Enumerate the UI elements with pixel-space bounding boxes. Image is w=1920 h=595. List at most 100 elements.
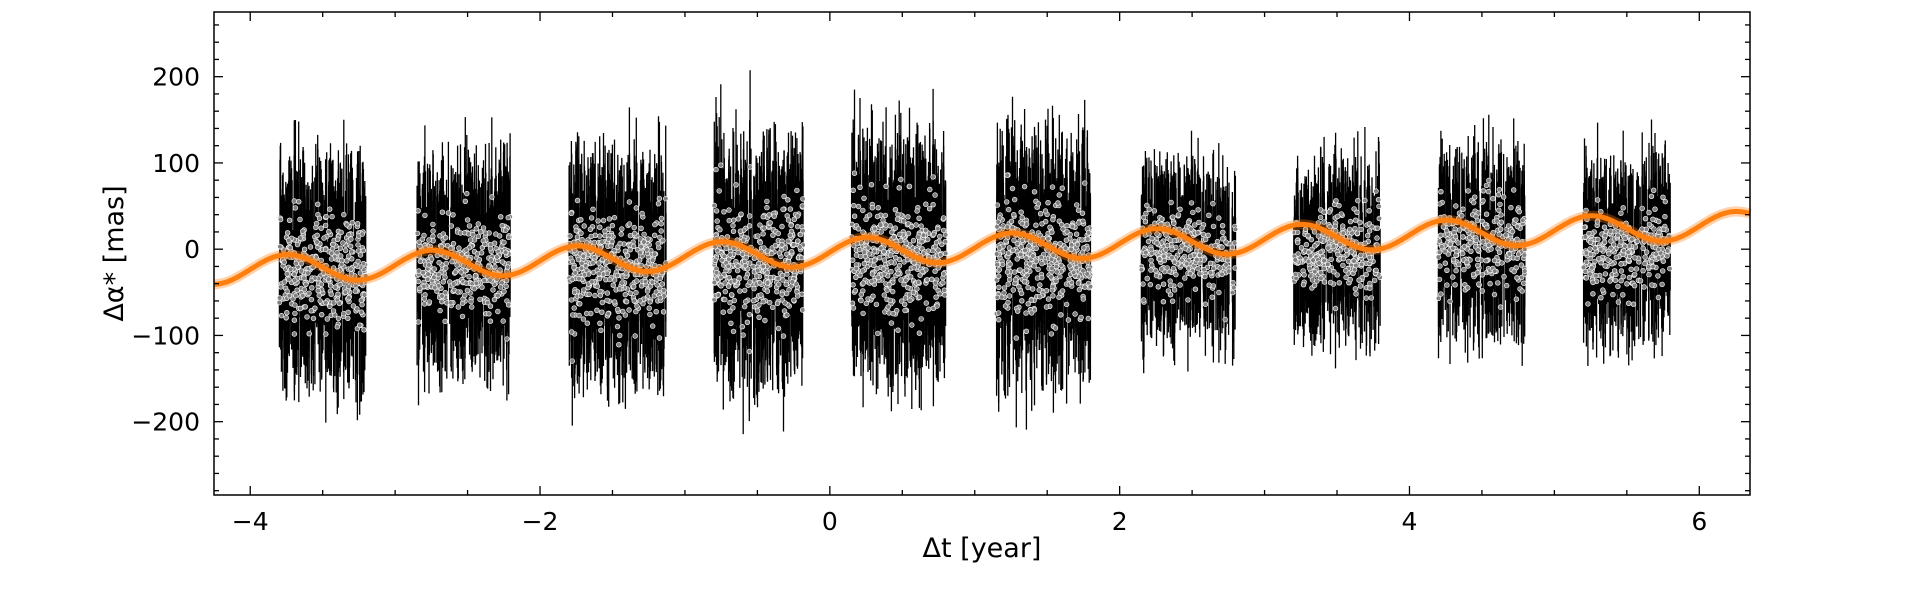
data-point — [309, 285, 315, 291]
data-point — [574, 234, 581, 240]
data-point — [490, 287, 496, 293]
data-point — [579, 236, 585, 243]
data-point — [883, 222, 889, 228]
data-point — [316, 292, 322, 299]
data-point — [1066, 276, 1072, 282]
data-point — [1033, 222, 1039, 228]
data-point — [571, 289, 578, 295]
data-point — [901, 301, 908, 307]
data-point — [739, 251, 746, 257]
data-point — [1018, 209, 1024, 215]
data-point — [1031, 189, 1038, 195]
data-point — [462, 198, 468, 205]
data-point — [1068, 246, 1074, 253]
data-point — [1007, 261, 1013, 267]
data-point — [783, 290, 790, 297]
data-point — [733, 182, 739, 188]
data-point — [1078, 314, 1084, 321]
data-point — [909, 322, 915, 328]
data-point — [581, 223, 587, 229]
data-point — [455, 304, 461, 310]
data-point — [348, 249, 355, 255]
data-point — [614, 306, 621, 313]
data-point — [325, 276, 332, 282]
data-point — [567, 233, 573, 239]
data-point — [607, 276, 613, 283]
data-point — [330, 308, 337, 314]
data-point — [724, 234, 731, 240]
data-point — [464, 190, 470, 197]
data-point — [1006, 293, 1013, 299]
data-point — [276, 299, 283, 306]
data-point — [293, 292, 299, 299]
data-point — [742, 263, 749, 269]
data-point — [942, 250, 949, 257]
data-point — [454, 262, 460, 268]
data-point — [310, 315, 317, 322]
data-point — [757, 222, 763, 228]
data-point — [569, 358, 575, 364]
data-point — [422, 212, 428, 219]
data-point — [651, 232, 658, 239]
data-point — [1074, 241, 1081, 248]
data-point — [630, 283, 637, 290]
data-point — [797, 244, 803, 250]
data-point — [999, 294, 1005, 300]
data-point — [284, 288, 290, 294]
data-point — [426, 299, 433, 305]
data-point — [588, 215, 595, 221]
data-point — [1033, 258, 1040, 265]
data-point — [940, 271, 947, 277]
data-point — [1048, 331, 1055, 337]
data-point — [651, 251, 658, 257]
data-point — [782, 300, 788, 306]
data-point — [587, 226, 594, 233]
data-point — [857, 184, 863, 191]
data-point — [770, 232, 776, 238]
data-point — [642, 279, 649, 285]
data-point — [932, 280, 939, 286]
data-point — [466, 274, 472, 280]
data-point — [1017, 267, 1023, 273]
data-point — [656, 335, 663, 341]
data-point — [431, 266, 437, 272]
data-point — [505, 234, 512, 241]
data-point — [619, 280, 625, 286]
data-point — [638, 283, 645, 289]
data-point — [1059, 288, 1066, 294]
data-point — [774, 300, 781, 306]
data-point — [996, 266, 1003, 273]
data-point — [294, 241, 301, 248]
data-point — [861, 195, 867, 202]
data-point — [1036, 287, 1042, 293]
data-point — [756, 314, 762, 320]
data-point — [784, 312, 790, 318]
data-point — [471, 285, 477, 292]
data-point — [916, 215, 922, 222]
data-point — [1049, 265, 1055, 272]
data-point — [942, 239, 948, 245]
data-point — [631, 224, 637, 231]
data-point — [725, 263, 731, 270]
data-point — [1058, 262, 1064, 269]
data-point — [303, 281, 309, 287]
data-point — [652, 221, 658, 228]
data-point — [341, 310, 347, 317]
data-point — [469, 304, 475, 310]
data-point — [849, 257, 856, 263]
data-point — [359, 231, 365, 237]
data-point — [920, 232, 927, 238]
data-point — [656, 195, 663, 202]
data-point — [358, 309, 365, 315]
data-point — [874, 213, 881, 220]
data-point — [888, 259, 894, 265]
data-point — [501, 239, 507, 246]
data-point — [1057, 241, 1063, 247]
data-point — [485, 263, 492, 270]
data-point — [646, 305, 652, 311]
data-point — [574, 197, 581, 204]
data-point — [898, 298, 905, 304]
data-point — [1001, 285, 1008, 291]
data-point — [924, 277, 930, 283]
data-point — [318, 257, 324, 264]
